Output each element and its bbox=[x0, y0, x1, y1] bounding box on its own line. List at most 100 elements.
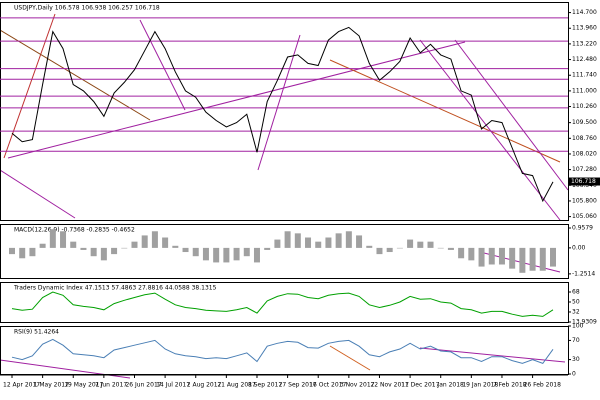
bar bbox=[233, 247, 240, 261]
bar bbox=[60, 231, 67, 248]
y-tick-label: 107.280 bbox=[572, 166, 597, 173]
bar bbox=[376, 247, 383, 255]
bar bbox=[335, 233, 342, 248]
trendline bbox=[419, 39, 561, 221]
bar bbox=[478, 247, 485, 267]
x-tick-label: 19 Jan 2018 bbox=[462, 382, 498, 389]
bar bbox=[243, 247, 250, 257]
y-tick-label: 108.020 bbox=[572, 150, 597, 157]
trendlines bbox=[0, 13, 569, 379]
bar bbox=[162, 237, 169, 248]
x-tick-label: 22 Nov 2017 bbox=[370, 382, 409, 389]
y-tick-label: 13.9309 bbox=[572, 319, 597, 326]
bar bbox=[437, 247, 444, 249]
last-price-label: 106.718 bbox=[571, 178, 596, 185]
x-tick-label: 7 Feb 2018 bbox=[493, 382, 527, 389]
bar bbox=[264, 247, 271, 250]
bar bbox=[519, 247, 526, 273]
price-line bbox=[11, 291, 554, 317]
bar bbox=[223, 247, 230, 263]
bar bbox=[447, 247, 454, 250]
bar bbox=[80, 247, 87, 250]
bar bbox=[121, 247, 128, 249]
bar bbox=[396, 247, 403, 249]
y-tick-label: 105.800 bbox=[572, 197, 597, 204]
last-price-box bbox=[568, 177, 600, 186]
bar bbox=[284, 231, 291, 248]
panel-frame bbox=[0, 224, 569, 279]
x-tick-label: 1 May 2017 bbox=[34, 382, 69, 389]
trendline bbox=[329, 59, 561, 163]
x-tick-label: 12 Apr 2017 bbox=[3, 382, 40, 389]
bar bbox=[141, 235, 148, 248]
x-tick-label: 16 Oct 2017 bbox=[309, 382, 346, 389]
trendline bbox=[257, 34, 301, 171]
y-tick-label: 68 bbox=[572, 288, 580, 295]
bar bbox=[427, 241, 434, 248]
x-tick-label: 7 Jun 2017 bbox=[95, 382, 127, 389]
bar bbox=[294, 233, 301, 248]
y-tick-label: 50 bbox=[572, 298, 580, 305]
y-tick-label: 105.060 bbox=[572, 213, 597, 220]
y-tick-label: 32 bbox=[572, 308, 580, 315]
y-tick-label: 110.260 bbox=[572, 103, 597, 110]
bar bbox=[315, 241, 322, 248]
y-tick-label: -1.2514 bbox=[572, 270, 595, 277]
bar bbox=[417, 241, 424, 248]
bar bbox=[356, 235, 363, 248]
y-tick-label: 114.700 bbox=[572, 9, 597, 16]
bar bbox=[90, 247, 97, 257]
bar bbox=[539, 247, 546, 271]
bar bbox=[498, 247, 505, 265]
bar bbox=[305, 237, 312, 248]
bar bbox=[325, 237, 332, 248]
bar bbox=[550, 247, 556, 267]
trendline bbox=[0, 29, 151, 121]
bar bbox=[70, 241, 77, 248]
price-line bbox=[11, 26, 554, 203]
panel-frame bbox=[0, 2, 569, 221]
x-tick-label: 26 Feb 2018 bbox=[524, 382, 562, 389]
y-tick-label: 108.760 bbox=[572, 135, 597, 142]
bar bbox=[131, 241, 138, 248]
bar bbox=[172, 245, 179, 248]
y-tick-label: 30 bbox=[572, 356, 580, 363]
x-tick-label: 2 Aug 2017 bbox=[187, 382, 222, 389]
panel-title: RSI(9) 51.4264 bbox=[14, 329, 59, 336]
x-tick-label: 11 Dec 2017 bbox=[401, 382, 440, 389]
y-tick-label: 111.740 bbox=[572, 72, 597, 79]
y-tick-label: 113.960 bbox=[572, 25, 597, 32]
bar bbox=[9, 247, 15, 255]
panel-frame bbox=[0, 282, 569, 323]
bar bbox=[100, 247, 107, 261]
panel-title: Traders Dynamic Index 47.1513 57.4863 27… bbox=[13, 285, 217, 292]
y-tick-label: 0 bbox=[572, 371, 576, 378]
x-tick-label: 21 Aug 2017 bbox=[217, 382, 256, 389]
y-tick-label: 100 bbox=[572, 323, 584, 330]
bar bbox=[274, 239, 281, 248]
bar bbox=[213, 247, 220, 263]
bar bbox=[386, 247, 393, 253]
y-tick-label: 112.480 bbox=[572, 56, 597, 63]
trendline bbox=[139, 19, 186, 111]
bar bbox=[529, 247, 536, 271]
bar bbox=[29, 247, 36, 257]
bar bbox=[468, 247, 475, 261]
bar bbox=[19, 247, 26, 259]
bar bbox=[111, 247, 118, 255]
bar bbox=[49, 229, 56, 248]
bar bbox=[192, 247, 199, 257]
bar bbox=[202, 247, 209, 261]
x-tick-label: 3 Nov 2017 bbox=[340, 382, 375, 389]
bar bbox=[151, 231, 158, 248]
x-tick-label: 27 Sep 2017 bbox=[279, 382, 317, 389]
x-tick-label: 19 May 2017 bbox=[64, 382, 103, 389]
x-tick-label: 1 Jan 2018 bbox=[432, 382, 464, 389]
bar bbox=[458, 247, 465, 259]
bar bbox=[345, 231, 352, 248]
bar bbox=[509, 247, 516, 269]
trendline bbox=[454, 39, 569, 191]
trendline bbox=[0, 169, 76, 219]
